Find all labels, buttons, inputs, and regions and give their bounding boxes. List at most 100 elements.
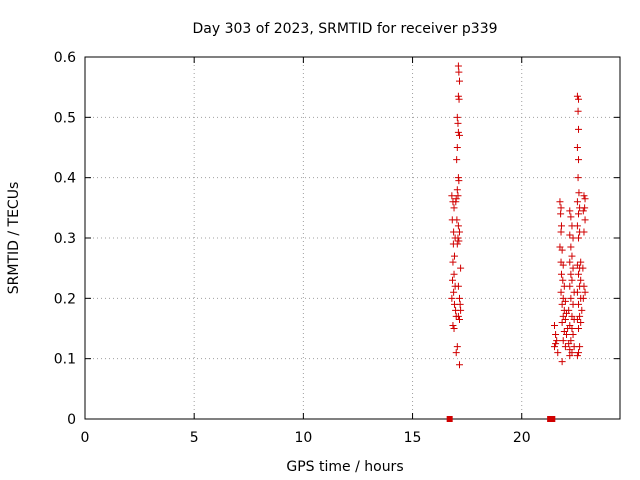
- y-axis: 0 0.1 0.2 0.3 0.4 0.5 0.6: [54, 50, 620, 428]
- data-point: [559, 337, 567, 345]
- data-point: [579, 294, 587, 302]
- data-point: [450, 252, 458, 260]
- data-point: [453, 156, 461, 164]
- data-point: [573, 222, 581, 230]
- data-point: [575, 270, 583, 278]
- data-point: [453, 343, 461, 351]
- y-tick-label: 0: [67, 412, 76, 428]
- data-point: [575, 325, 583, 332]
- data-point: [569, 264, 577, 272]
- data-point: [449, 276, 457, 284]
- data-point: [575, 95, 583, 103]
- data-point: [454, 234, 462, 242]
- data-point: [453, 144, 461, 151]
- data-point: [557, 288, 565, 296]
- data-point: [558, 300, 566, 308]
- data-point: [557, 204, 565, 212]
- data-point: [568, 252, 576, 260]
- data-point: [558, 318, 566, 326]
- x-tick-label: 10: [294, 430, 312, 446]
- data-point: [578, 306, 586, 314]
- data-point: [580, 192, 588, 200]
- data-point: [455, 95, 463, 103]
- x-tick-label: 20: [513, 430, 531, 446]
- data-point: [454, 312, 462, 320]
- data-point: [577, 258, 585, 266]
- data-point: [454, 282, 462, 290]
- data-point: [566, 352, 574, 360]
- data-point: [455, 68, 463, 76]
- data-point: [568, 276, 576, 284]
- data-point: [581, 204, 589, 212]
- data-point: [552, 331, 560, 339]
- data-point: [456, 77, 463, 85]
- data-point: [449, 321, 457, 329]
- data-point: [450, 204, 458, 212]
- data-point: [559, 276, 567, 284]
- data-point: [557, 222, 565, 230]
- data-point: [457, 264, 465, 272]
- data-point: [567, 337, 575, 345]
- data-point: [575, 234, 583, 242]
- data-point: [450, 325, 458, 332]
- data-point: [581, 195, 589, 203]
- data-point: [456, 294, 463, 302]
- y-tick-label: 0.6: [54, 50, 76, 66]
- grid: [85, 57, 620, 419]
- data-point: [454, 222, 462, 230]
- data-point: [567, 213, 575, 221]
- data-point: [553, 337, 561, 345]
- x-tick-label: 15: [404, 430, 422, 446]
- y-tick-label: 0.3: [54, 231, 76, 247]
- data-point: [561, 343, 569, 351]
- y-axis-label: SRMTID / TECUs: [6, 182, 22, 295]
- data-point: [450, 270, 458, 278]
- data-point: [455, 237, 463, 245]
- data-point: [557, 270, 565, 278]
- data-point: [580, 282, 588, 290]
- data-point: [567, 294, 575, 302]
- data-point: [559, 261, 567, 269]
- data-point: [566, 207, 574, 215]
- data-point: [575, 156, 583, 164]
- data-point: [558, 246, 566, 254]
- data-point: [453, 216, 461, 224]
- x-tick-label: 5: [190, 430, 199, 446]
- data-point: [448, 192, 456, 200]
- data-point: [550, 321, 558, 329]
- data-point: [453, 240, 461, 248]
- data-point: [450, 228, 458, 236]
- data-point: [450, 288, 458, 296]
- data-point: [557, 228, 565, 236]
- data-point: [573, 198, 581, 206]
- data-point: [575, 349, 583, 357]
- data-point: [573, 288, 581, 296]
- data-point: [579, 207, 587, 215]
- data-point: [567, 243, 575, 251]
- data-point: [580, 228, 588, 236]
- data-point: [561, 315, 569, 323]
- data-point: [575, 300, 583, 308]
- data-point: [568, 325, 576, 332]
- data-point: [453, 186, 461, 194]
- data-point: [556, 198, 564, 206]
- data-point: [574, 174, 582, 182]
- data-point: [457, 306, 465, 314]
- data-point: [577, 276, 585, 284]
- data-point: [455, 177, 463, 185]
- data-point: [575, 189, 583, 197]
- data-point: [454, 128, 462, 136]
- data-points: [446, 62, 589, 422]
- data-point: [454, 119, 462, 127]
- data-point: [581, 216, 589, 224]
- data-point: [456, 228, 463, 236]
- data-point: [454, 62, 462, 70]
- data-point: [456, 131, 463, 139]
- y-tick-label: 0.1: [54, 352, 76, 368]
- y-tick-label: 0.4: [54, 171, 76, 187]
- data-point: [452, 349, 460, 357]
- data-point: [574, 107, 582, 115]
- data-point: [573, 352, 581, 360]
- data-point: [453, 113, 461, 121]
